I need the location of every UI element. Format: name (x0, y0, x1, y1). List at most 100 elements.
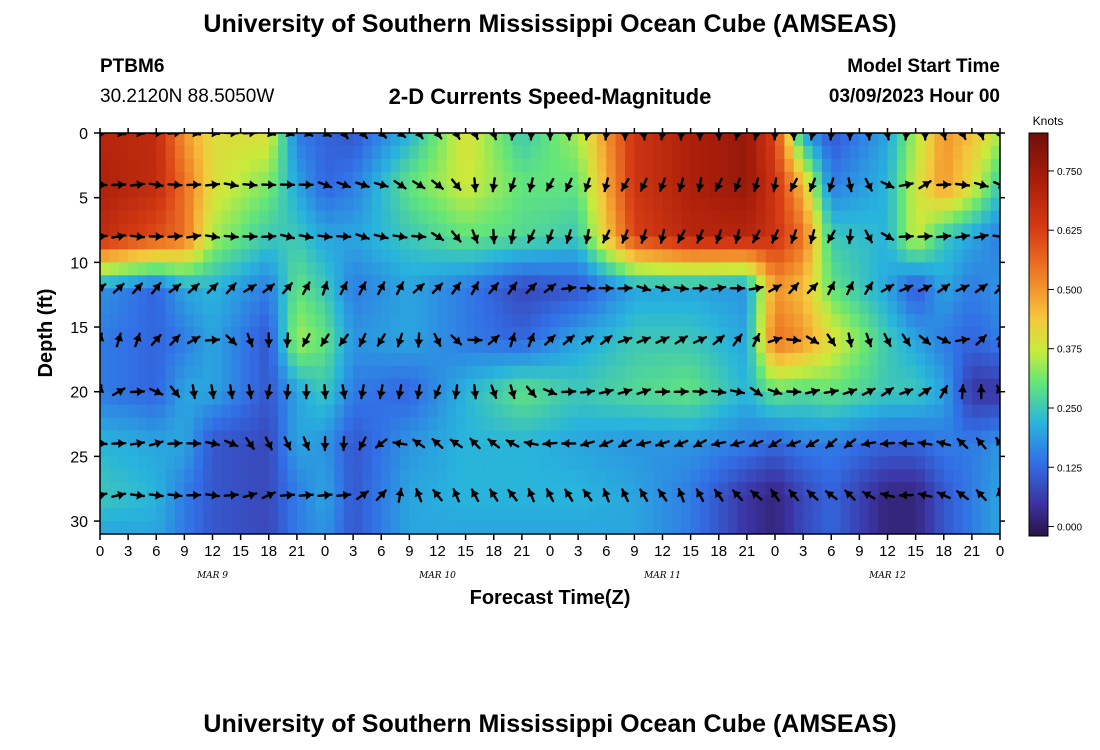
heatmap-cell (109, 378, 120, 393)
heatmap-cell (259, 339, 270, 354)
heatmap-cell (943, 236, 954, 251)
heatmap-cell (437, 391, 448, 406)
heatmap-cell (343, 404, 354, 419)
heatmap-cell (409, 223, 420, 238)
heatmap-cell (437, 236, 448, 251)
current-arrow (788, 489, 800, 502)
current-arrow (692, 387, 708, 397)
heatmap-cell (512, 417, 523, 432)
current-arrow (861, 438, 877, 448)
heatmap-cell (606, 249, 617, 263)
heatmap-cell (662, 314, 673, 328)
heatmap-cell (465, 158, 476, 173)
heatmap-cell (390, 508, 401, 522)
current-arrow (564, 177, 574, 192)
heatmap-cell (690, 262, 701, 276)
heatmap-cell (278, 327, 289, 341)
current-arrow (864, 133, 873, 141)
heatmap-cell (756, 391, 767, 406)
heatmap-cell (625, 521, 635, 534)
heatmap-cell (971, 495, 982, 509)
heatmap-cell (821, 210, 832, 225)
current-arrow (414, 384, 424, 400)
heatmap-cell (146, 223, 157, 238)
heatmap-cell (615, 456, 626, 470)
heatmap-cell (662, 521, 673, 534)
heatmap-cell (784, 197, 795, 212)
heatmap-cell (728, 365, 739, 380)
heatmap-cell (681, 236, 692, 251)
heatmap-cell (756, 145, 767, 160)
heatmap-cell (390, 301, 401, 315)
heatmap-cell (493, 456, 504, 470)
current-arrow (864, 229, 873, 244)
heatmap-cell (109, 508, 120, 522)
heatmap-cell (990, 301, 1000, 315)
heatmap-cell (521, 508, 532, 522)
heatmap-cell (981, 223, 992, 238)
heatmap-cell (428, 158, 439, 173)
heatmap-cell (850, 495, 860, 509)
heatmap-cell (850, 158, 860, 173)
current-arrow (414, 133, 424, 140)
heatmap-cell (709, 314, 720, 328)
x-tick-label: 6 (827, 543, 835, 560)
heatmap-cell (212, 301, 223, 315)
current-arrow (936, 491, 951, 500)
heatmap-cell (484, 262, 495, 276)
heatmap-cell (456, 508, 467, 522)
heatmap-cell (718, 184, 729, 199)
current-arrow (677, 177, 686, 193)
heatmap-cell (615, 443, 626, 457)
heatmap-cell (212, 495, 223, 509)
heatmap-cell (559, 301, 570, 315)
heatmap-cell (831, 301, 842, 315)
current-arrow (374, 438, 388, 449)
heatmap-cell (287, 314, 298, 328)
heatmap-cell (821, 456, 832, 470)
heatmap-cell (465, 378, 476, 393)
heatmap-cell (850, 482, 860, 496)
heatmap-cell (671, 314, 682, 328)
current-arrow (264, 384, 274, 400)
current-arrow (677, 487, 686, 503)
heatmap-cell (709, 469, 720, 483)
current-arrow (545, 488, 555, 503)
heatmap-cell (962, 456, 973, 470)
heatmap-cell (878, 456, 889, 470)
heatmap-cell (559, 469, 570, 483)
heatmap-cell (550, 197, 560, 212)
heatmap-cell (100, 145, 110, 160)
heatmap-cell (109, 339, 120, 354)
heatmap-cell (268, 314, 279, 328)
heatmap-cell (615, 145, 626, 160)
heatmap-cell (653, 456, 664, 470)
heatmap-cell (540, 145, 551, 160)
heatmap-cell (596, 365, 607, 380)
heatmap-cell (296, 223, 307, 238)
current-arrow (880, 490, 895, 500)
current-arrow (223, 232, 239, 241)
heatmap-cell (493, 210, 504, 225)
heatmap-cell (709, 417, 720, 432)
heatmap-cell (278, 288, 289, 302)
heatmap-cell (606, 171, 617, 186)
heatmap-cell (765, 417, 776, 432)
heatmap-cell (634, 249, 645, 263)
heatmap-cell (100, 404, 110, 419)
heatmap-cell (512, 197, 523, 212)
current-arrow (618, 439, 632, 448)
heatmap-cell (203, 223, 214, 238)
heatmap-cell (690, 495, 701, 509)
heatmap-cell (446, 378, 457, 393)
heatmap-cell (784, 339, 795, 354)
heatmap-cell (971, 352, 982, 367)
heatmap-cell (812, 430, 823, 445)
current-arrow (695, 177, 705, 193)
heatmap-cell (175, 223, 185, 238)
heatmap-cell (906, 443, 917, 457)
heatmap-cell (756, 417, 767, 432)
heatmap-cell (868, 469, 879, 483)
heatmap-cell (484, 210, 495, 225)
heatmap-cell (343, 430, 354, 445)
